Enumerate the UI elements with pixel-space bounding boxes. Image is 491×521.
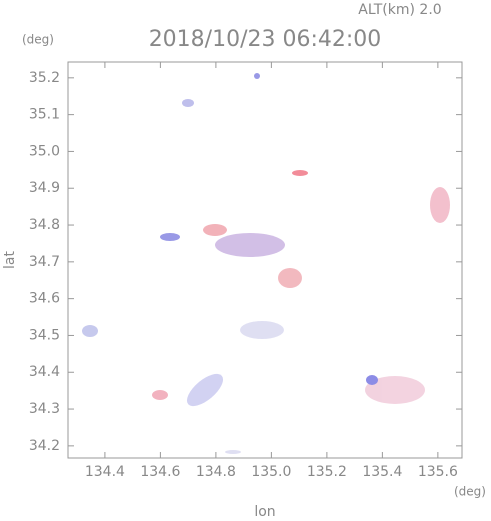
subtitle: ALT(km) 2.0 [358, 2, 441, 18]
y-tick-label: 34.8 [29, 217, 60, 233]
y-tick-label: 34.3 [29, 401, 60, 417]
echo [278, 268, 302, 288]
y-tick-label: 34.5 [29, 327, 60, 343]
echo [365, 376, 425, 404]
echo [430, 187, 450, 223]
echo [292, 170, 308, 176]
echo [254, 73, 260, 79]
echo [215, 233, 285, 257]
plot-frame [67, 61, 463, 459]
x-tick-label: 135.6 [418, 464, 458, 480]
y-axis-label: lat [2, 251, 18, 269]
echo [366, 375, 378, 385]
x-tick-label: 134.8 [196, 464, 236, 480]
chart-title: 2018/10/23 06:42:00 [149, 27, 382, 52]
echo [182, 99, 194, 107]
echo [203, 224, 227, 236]
echo [82, 325, 98, 337]
x-tick-label: 134.4 [85, 464, 125, 480]
echo [240, 321, 284, 339]
y-unit: (deg) [22, 33, 54, 47]
x-unit: (deg) [454, 485, 486, 499]
y-tick-label: 34.9 [29, 180, 60, 196]
y-tick-label: 34.2 [29, 438, 60, 454]
x-tick-label: 135.2 [307, 464, 347, 480]
y-tick-label: 35.0 [29, 143, 60, 159]
echo [152, 390, 168, 400]
y-tick-label: 34.6 [29, 291, 60, 307]
y-tick-label: 35.2 [29, 70, 60, 86]
echo [160, 233, 180, 241]
echoes [82, 73, 450, 454]
y-tick-label: 34.4 [29, 364, 60, 380]
y-tick-label: 34.7 [29, 254, 60, 270]
echo [186, 373, 224, 407]
x-tick-label: 134.6 [140, 464, 180, 480]
x-tick-label: 135.4 [362, 464, 402, 480]
echo [225, 450, 241, 454]
x-axis-label: lon [254, 504, 275, 520]
x-tick-label: 135.0 [251, 464, 291, 480]
y-tick-label: 35.1 [29, 107, 60, 123]
